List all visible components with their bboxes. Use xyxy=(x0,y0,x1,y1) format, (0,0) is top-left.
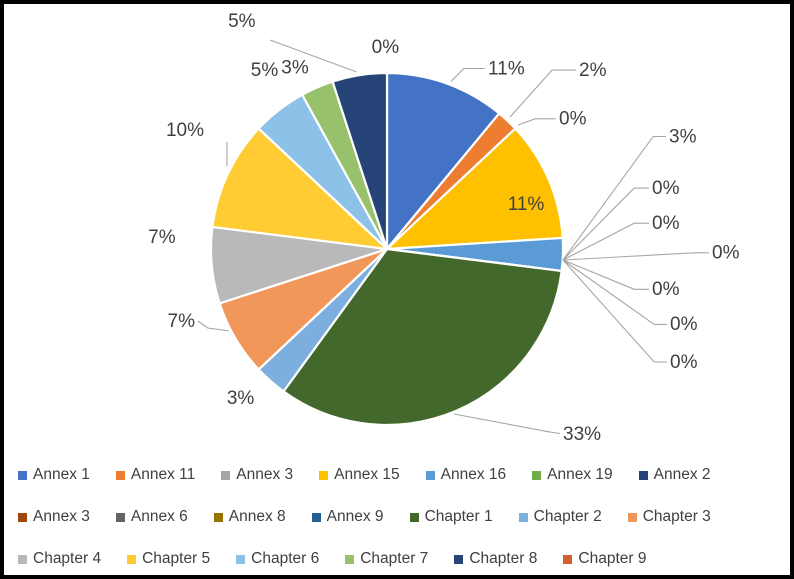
svg-text:7%: 7% xyxy=(148,227,176,248)
svg-text:0%: 0% xyxy=(652,178,680,199)
svg-text:7%: 7% xyxy=(168,311,196,332)
svg-text:0%: 0% xyxy=(372,37,400,58)
svg-text:0%: 0% xyxy=(712,243,740,264)
svg-text:0%: 0% xyxy=(652,213,680,234)
svg-text:11%: 11% xyxy=(508,194,545,215)
svg-text:2%: 2% xyxy=(579,60,607,81)
svg-text:3%: 3% xyxy=(281,58,309,79)
svg-text:3%: 3% xyxy=(669,127,697,148)
svg-text:33%: 33% xyxy=(563,424,601,445)
svg-text:0%: 0% xyxy=(652,279,680,300)
svg-text:10%: 10% xyxy=(166,120,204,141)
svg-text:5%: 5% xyxy=(251,60,279,81)
svg-text:5%: 5% xyxy=(228,11,256,32)
svg-text:0%: 0% xyxy=(670,352,698,373)
svg-text:3%: 3% xyxy=(227,388,255,409)
svg-text:0%: 0% xyxy=(670,314,698,335)
svg-text:11%: 11% xyxy=(488,59,525,80)
svg-text:0%: 0% xyxy=(559,109,587,130)
